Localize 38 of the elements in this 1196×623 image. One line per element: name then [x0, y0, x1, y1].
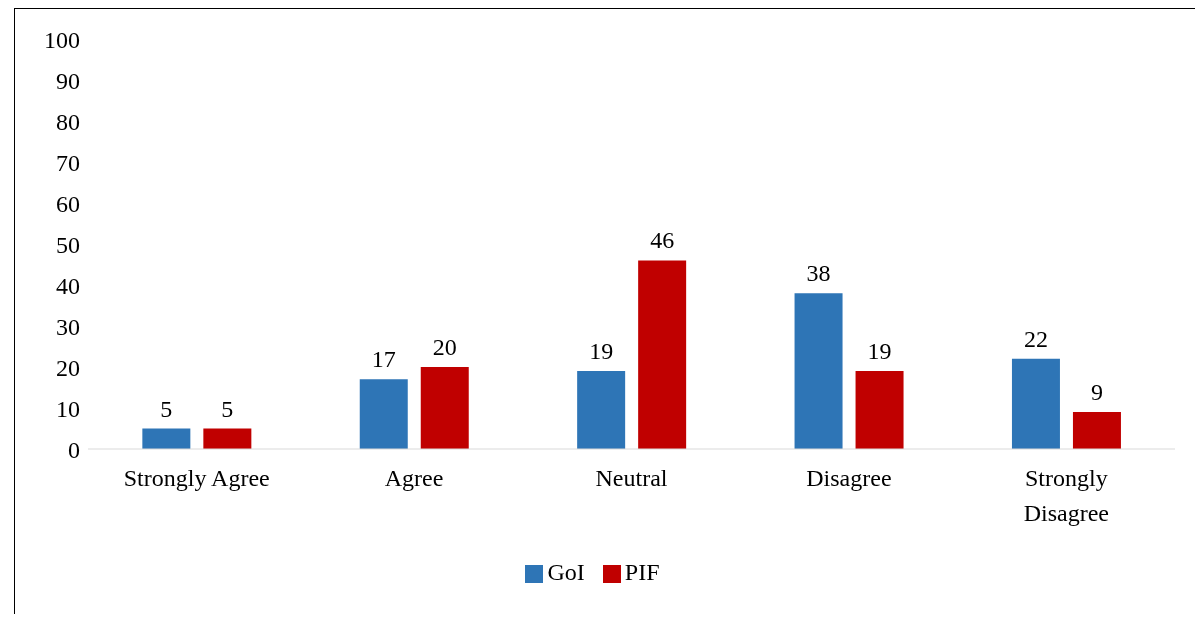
x-tick-label: Strongly Disagree — [1023, 465, 1109, 526]
data-label: 22 — [1023, 325, 1048, 352]
x-tick-label: Strongly Agree — [123, 465, 270, 492]
bar — [794, 293, 843, 449]
bar — [420, 367, 469, 449]
data-label: 20 — [432, 334, 457, 360]
y-tick-label: 10 — [56, 395, 80, 422]
bar — [1072, 412, 1121, 449]
y-tick-label: 60 — [56, 190, 80, 217]
legend-label: PIF — [624, 559, 660, 585]
y-tick-label: 0 — [68, 436, 80, 463]
data-label: 19 — [589, 338, 614, 365]
data-label: 46 — [650, 227, 675, 254]
bar — [577, 371, 626, 449]
bar — [359, 379, 408, 449]
y-tick-label: 20 — [56, 354, 80, 381]
x-tick-label: Neutral — [595, 465, 668, 492]
data-label: 5 — [221, 395, 234, 422]
bar — [142, 428, 191, 449]
y-tick-label: 40 — [56, 272, 80, 299]
y-tick-label: 100 — [44, 26, 80, 53]
bar — [203, 428, 252, 449]
bar — [1011, 358, 1060, 449]
y-tick-label: 80 — [56, 108, 80, 135]
y-tick-label: 50 — [56, 231, 80, 258]
y-tick-label: 90 — [56, 67, 80, 94]
data-label: 38 — [806, 260, 831, 287]
data-label: 19 — [867, 338, 892, 365]
bar — [638, 260, 687, 449]
data-label: 9 — [1090, 379, 1103, 406]
data-label: 5 — [160, 395, 173, 422]
legend-label: GoI — [547, 559, 585, 585]
bar — [855, 371, 904, 449]
y-tick-label: 30 — [56, 313, 80, 340]
x-tick-label: Disagree — [806, 465, 892, 492]
data-label: 17 — [371, 346, 396, 373]
y-tick-label: 70 — [56, 149, 80, 176]
x-tick-label: Agree — [384, 465, 444, 492]
